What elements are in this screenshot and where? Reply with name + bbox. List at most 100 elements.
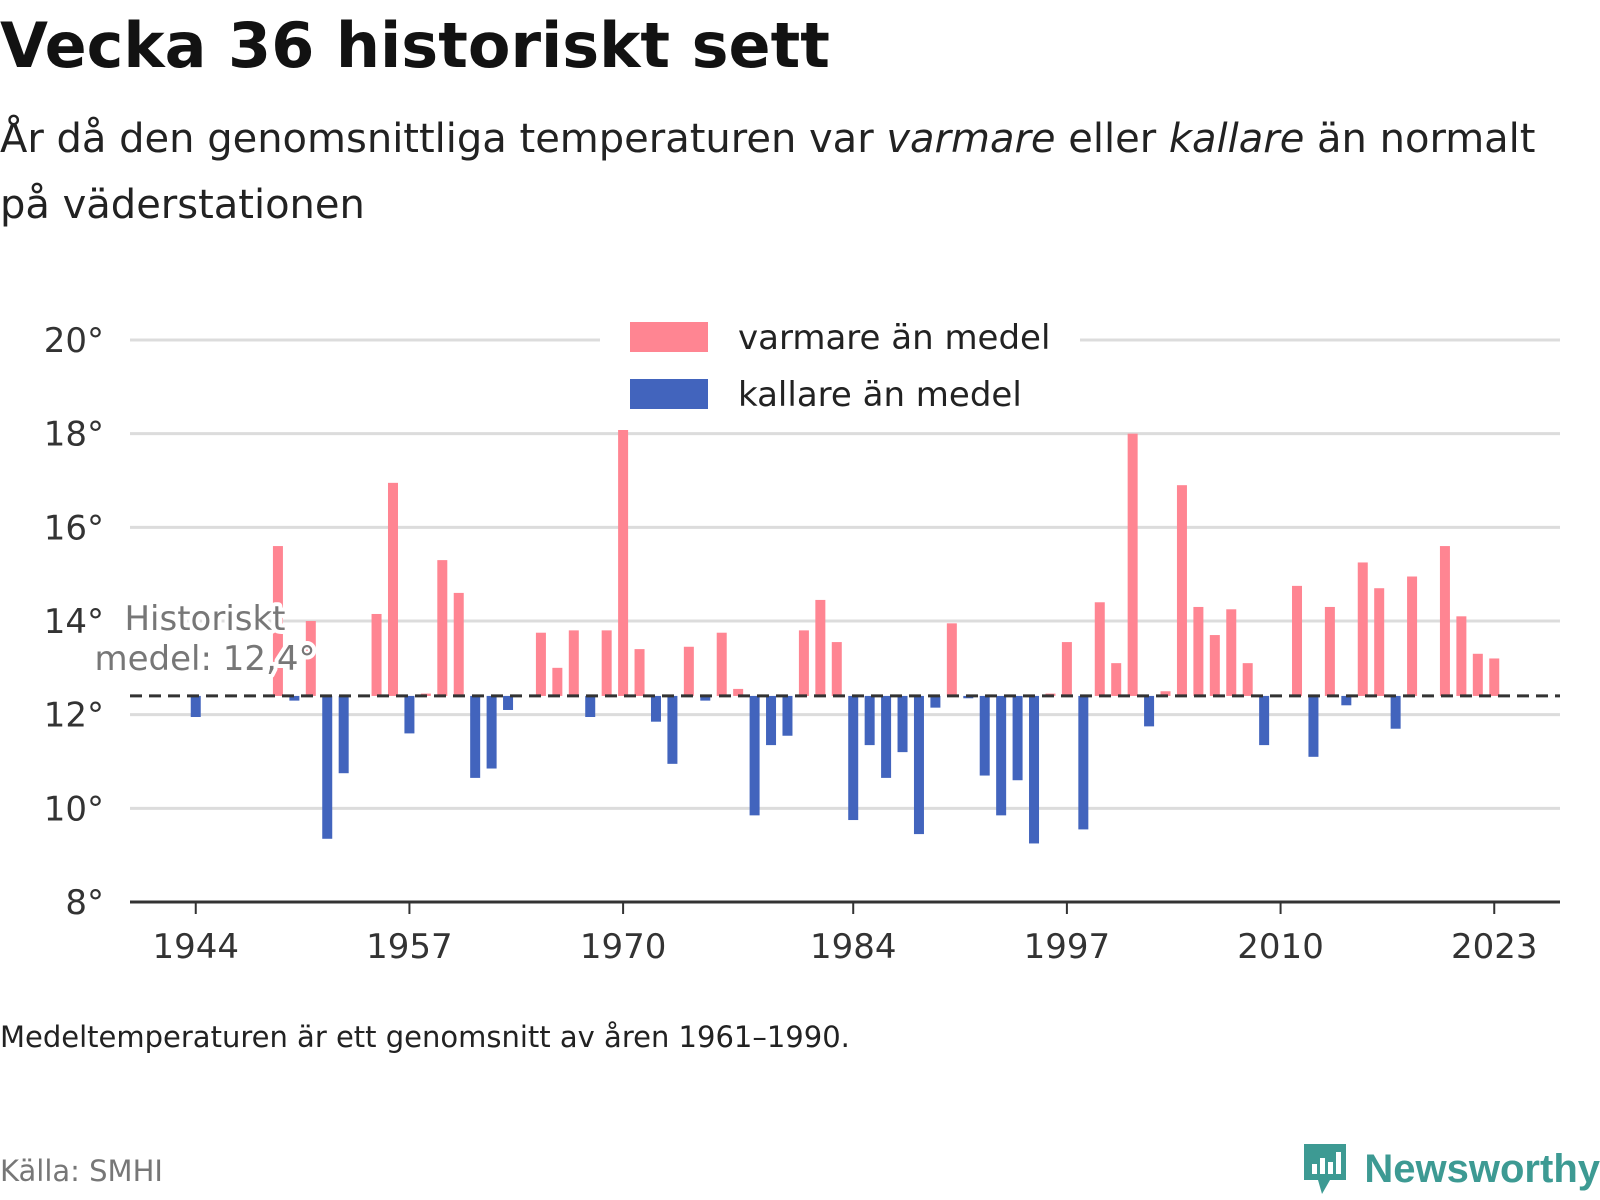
warm-bar	[1472, 653, 1483, 696]
legend-label: kallare än medel	[738, 375, 1022, 415]
cold-bar	[881, 695, 892, 778]
cold-bar	[338, 695, 349, 774]
cold-bar	[190, 695, 201, 718]
cold-bar	[913, 695, 924, 835]
warm-bar	[831, 642, 842, 696]
cold-bar	[782, 695, 793, 736]
legend-swatch	[630, 379, 708, 409]
subtitle-text-3: än normalt på väderstationen	[0, 116, 1536, 228]
warm-bar	[1193, 606, 1204, 696]
subtitle-warm-word: varmare	[886, 116, 1056, 162]
footnote: Medeltemperaturen är ett genomsnitt av å…	[0, 1020, 850, 1054]
warm-bar	[1456, 616, 1467, 696]
brand[interactable]: Newsworthy	[1300, 1140, 1600, 1198]
cold-bar	[650, 695, 661, 722]
warm-bar	[1127, 433, 1138, 696]
cold-bar	[1029, 695, 1040, 844]
warm-bar	[798, 630, 809, 696]
y-tick-label: 10°	[44, 789, 104, 829]
cold-bar	[848, 695, 859, 821]
cold-bar	[1078, 695, 1089, 830]
warm-bar	[1061, 642, 1072, 696]
cold-bar	[404, 695, 415, 734]
cold-bar	[470, 695, 481, 778]
chart-subtitle: År då den genomsnittliga temperaturen va…	[0, 106, 1560, 238]
y-tick-label: 12°	[44, 696, 104, 736]
cold-bar	[996, 695, 1007, 816]
warm-bar	[1094, 602, 1105, 696]
cold-bar	[1259, 695, 1270, 746]
subtitle-text-2: eller	[1055, 116, 1169, 162]
warm-bar	[1111, 663, 1122, 696]
cold-bar	[864, 695, 875, 746]
warm-bar	[1160, 691, 1171, 696]
warm-bar	[1374, 588, 1385, 696]
bars	[190, 410, 1500, 844]
y-tick-label: 16°	[44, 508, 104, 548]
warm-bar	[601, 630, 612, 696]
warm-bar	[733, 688, 744, 696]
warm-bar	[683, 646, 694, 696]
subtitle-text-1: År då den genomsnittliga temperaturen va…	[0, 116, 887, 162]
warm-bar	[1226, 609, 1237, 696]
newsworthy-logo-icon	[1304, 1144, 1347, 1194]
warm-bar	[1489, 658, 1500, 696]
cold-bar	[1012, 695, 1023, 781]
baseline-label-line: medel: 12,4°	[95, 639, 316, 679]
warm-bar	[815, 599, 826, 696]
x-tick-label: 1957	[366, 927, 453, 967]
cold-bar	[1308, 695, 1319, 757]
warm-bar	[552, 667, 563, 696]
source-credit: Källa: SMHI	[0, 1154, 163, 1188]
cold-bar	[1144, 695, 1155, 727]
warm-bar	[1357, 562, 1368, 696]
legend-label: varmare än medel	[738, 318, 1050, 358]
warm-bar	[305, 621, 316, 696]
x-tick-label: 1970	[580, 927, 667, 967]
y-tick-label: 18°	[44, 415, 104, 455]
cold-bar	[1341, 695, 1352, 706]
subtitle-cold-word: kallare	[1168, 116, 1305, 162]
warm-bar	[1407, 576, 1418, 696]
warm-bar	[453, 592, 464, 696]
warm-bar	[568, 630, 579, 696]
warm-bar	[1176, 485, 1187, 696]
warm-bar	[387, 482, 398, 696]
warm-bar	[535, 632, 546, 696]
warm-bar	[371, 613, 382, 696]
x-tick-label: 1997	[1024, 927, 1111, 967]
x-axis: 1944 1957 1970 1984 1997 2010 2023	[130, 900, 1560, 967]
cold-bar	[700, 695, 711, 701]
brand-name: Newsworthy	[1364, 1146, 1600, 1191]
warm-bar	[1209, 635, 1220, 696]
warm-bar	[1242, 663, 1253, 696]
cold-bar	[322, 695, 333, 839]
warm-bar	[437, 560, 448, 696]
cold-bar	[897, 695, 908, 753]
warm-bar	[1324, 606, 1335, 696]
x-tick-label: 2023	[1451, 927, 1538, 967]
cold-bar	[930, 695, 941, 708]
cold-bar	[667, 695, 678, 764]
x-tick-label: 1984	[810, 927, 897, 967]
warm-bar	[1292, 585, 1303, 696]
warm-bar	[1439, 546, 1450, 696]
warm-bar	[272, 546, 283, 696]
y-tick-label: 14°	[44, 602, 104, 642]
baseline-label-line: Historiskt	[124, 599, 285, 639]
warm-bar	[634, 649, 645, 696]
legend: varmare än medel kallare än medel	[600, 300, 1080, 430]
y-tick-label: 8°	[65, 883, 104, 923]
cold-bar	[503, 695, 514, 710]
warm-bar	[618, 410, 629, 696]
y-axis-ticks: 8° 10° 12° 14° 16° 18° 20°	[44, 321, 104, 923]
legend-swatch	[630, 322, 708, 352]
cold-bar	[979, 695, 990, 776]
warm-bar	[946, 623, 957, 696]
cold-bar	[766, 695, 777, 746]
cold-bar	[1390, 695, 1401, 729]
x-tick-label: 1944	[152, 927, 239, 967]
y-tick-label: 20°	[44, 321, 104, 361]
